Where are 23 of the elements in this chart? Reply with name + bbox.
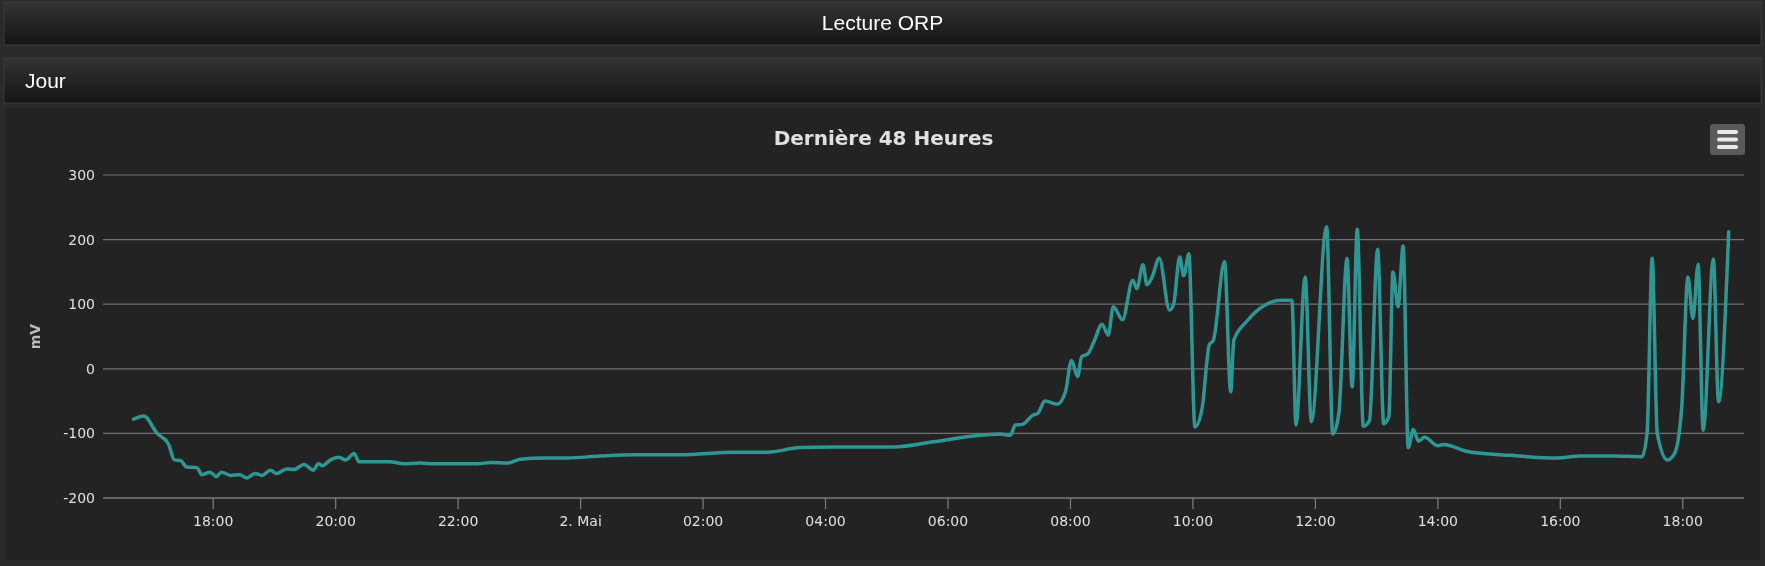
x-tick-label: 14:00 (1417, 513, 1459, 529)
x-tick-label: 16:00 (1540, 513, 1581, 529)
x-tick-label: 2. Mai (559, 513, 602, 529)
x-tick-label: 10:00 (1172, 513, 1214, 529)
y-tick-label: 300 (68, 167, 95, 183)
x-tick-label: 02:00 (682, 513, 724, 529)
x-tick-label: 04:00 (805, 513, 846, 529)
x-tick-label: 12:00 (1295, 513, 1336, 529)
text: Jour (25, 69, 66, 92)
x-tick-label: 06:00 (927, 513, 969, 529)
y-axis-title: mV (27, 323, 43, 350)
chart-title: Dernière 48 Heures (773, 126, 994, 150)
text: Lecture ORP (821, 11, 944, 34)
x-tick-label: 08:00 (1050, 513, 1091, 529)
x-tick-label: 18:00 (193, 513, 234, 529)
y-tick-label: 200 (68, 231, 95, 248)
y-tick-label: 0 (86, 360, 95, 377)
x-tick-label: 22:00 (437, 513, 479, 529)
x-tick-label: 20:00 (315, 513, 356, 529)
y-tick-label: 100 (68, 296, 95, 313)
y-tick-label: -100 (63, 425, 95, 442)
y-tick-label: -200 (63, 490, 95, 506)
x-tick-label: 18:00 (1662, 513, 1703, 529)
